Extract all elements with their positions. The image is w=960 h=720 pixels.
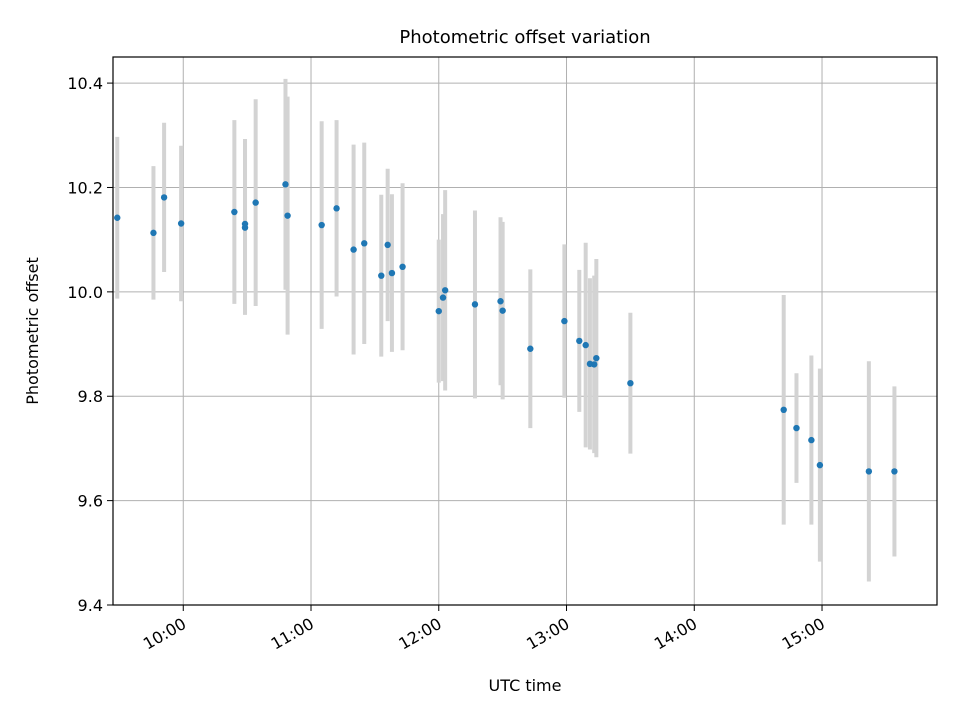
data-point xyxy=(150,229,157,237)
data-point xyxy=(576,337,583,345)
data-point xyxy=(793,424,800,432)
chart-title: Photometric offset variation xyxy=(399,27,650,48)
data-point xyxy=(627,379,634,387)
data-point xyxy=(527,345,534,352)
data-point xyxy=(241,224,249,231)
data-point xyxy=(561,317,568,325)
data-point xyxy=(497,298,504,305)
data-point xyxy=(590,361,598,368)
y-tick-label: 10.2 xyxy=(67,178,103,197)
data-point xyxy=(361,240,368,247)
y-tick-label: 9.4 xyxy=(78,596,103,615)
y-tick-label: 10.4 xyxy=(67,74,103,93)
x-axis-label: UTC time xyxy=(489,676,562,695)
y-tick-label: 9.6 xyxy=(78,492,103,511)
plot-frame xyxy=(112,56,938,606)
data-point xyxy=(378,272,385,279)
data-point xyxy=(284,212,291,219)
y-tick-label: 9.8 xyxy=(78,387,103,406)
y-axis-ticks: 9.4 9.6 9.8 10.0 10.2 10.4 xyxy=(67,74,113,615)
y-tick-label: 10.0 xyxy=(67,283,103,302)
data-point xyxy=(231,208,238,216)
data-points xyxy=(114,181,898,475)
data-point xyxy=(114,214,121,221)
data-point xyxy=(808,436,815,444)
data-point xyxy=(388,269,396,277)
data-point xyxy=(384,241,391,249)
data-point xyxy=(499,307,506,314)
data-point xyxy=(471,301,479,308)
data-point xyxy=(439,294,447,301)
data-point xyxy=(350,246,357,253)
data-point xyxy=(318,221,325,229)
data-point xyxy=(252,199,259,206)
data-point xyxy=(865,468,873,475)
data-point xyxy=(816,461,824,469)
data-point xyxy=(582,341,589,349)
data-point xyxy=(593,354,600,362)
data-point xyxy=(780,406,787,414)
data-point xyxy=(441,287,449,294)
data-point xyxy=(282,181,289,188)
data-point xyxy=(435,307,442,315)
data-point xyxy=(160,194,168,201)
y-axis-label: Photometric offset xyxy=(23,257,42,405)
data-point xyxy=(891,468,898,475)
data-point xyxy=(399,263,406,271)
data-point xyxy=(177,220,185,227)
data-point xyxy=(333,205,340,212)
